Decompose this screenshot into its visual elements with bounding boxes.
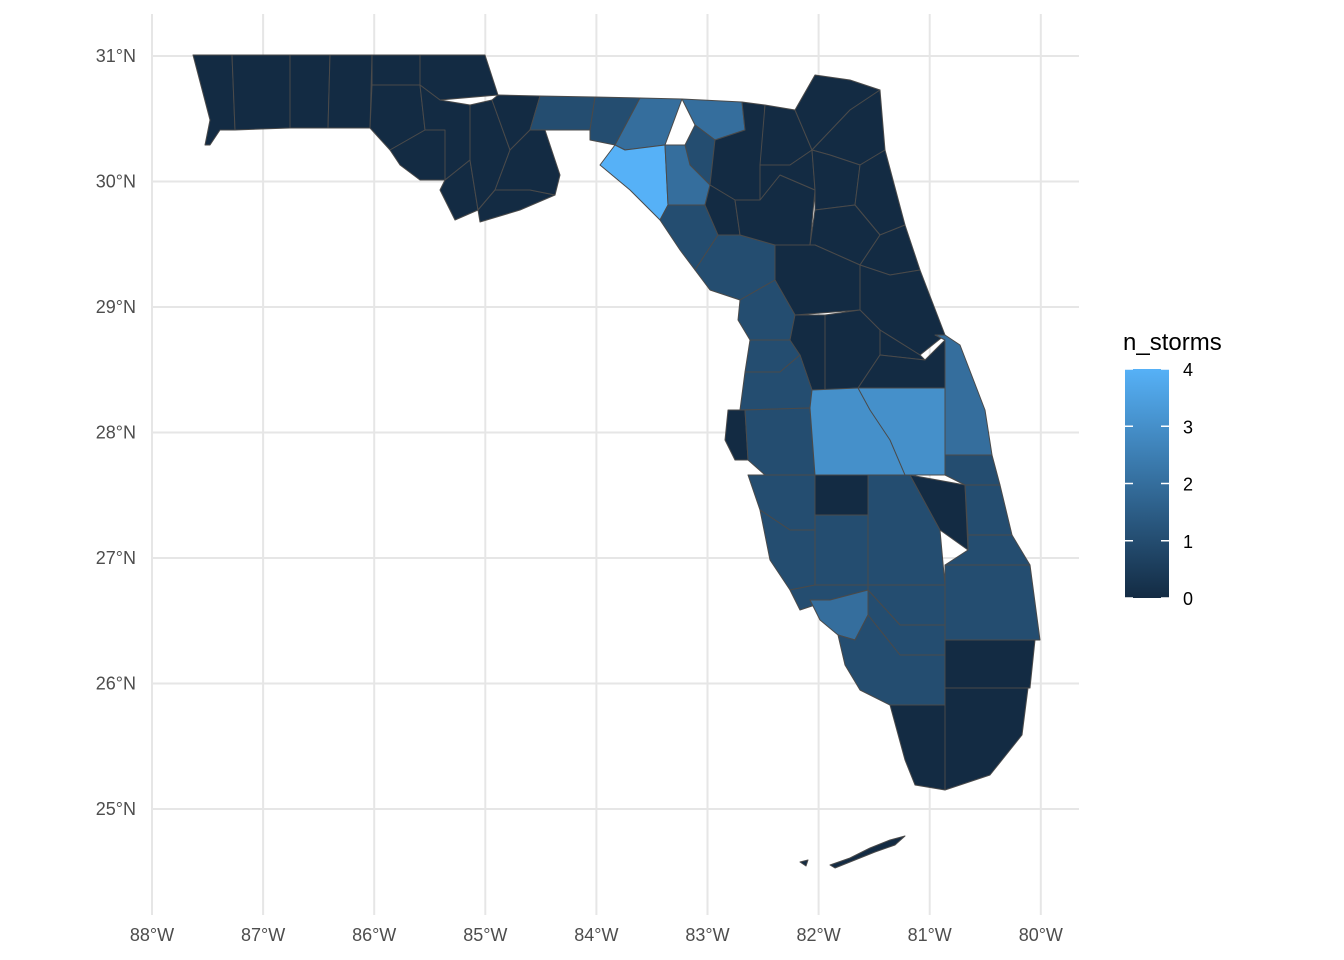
legend-tick-label: 2 [1183, 475, 1193, 495]
county-jackson [419, 54, 499, 101]
x-tick-label: 88°W [130, 925, 174, 945]
county-broward [944, 639, 1036, 689]
y-tick-label: 29°N [96, 297, 136, 317]
legend-ticks: 4 3 2 1 0 [1125, 360, 1193, 609]
county-hardee [814, 474, 869, 516]
county-walton [327, 54, 373, 129]
x-tick-label: 82°W [796, 925, 840, 945]
legend-tick-label: 0 [1183, 589, 1193, 609]
x-tick-label: 87°W [241, 925, 285, 945]
x-tick-label: 85°W [463, 925, 507, 945]
county-st-lucie [964, 484, 1013, 536]
x-tick-label: 83°W [685, 925, 729, 945]
county-jefferson [589, 96, 641, 146]
y-tick-label: 27°N [96, 548, 136, 568]
county-desoto [814, 514, 869, 586]
legend-tick-label: 1 [1183, 532, 1193, 552]
x-tick-label: 86°W [352, 925, 396, 945]
county-indian-river [944, 454, 1001, 486]
county-palm-beach [944, 564, 1041, 641]
x-tick-label: 80°W [1019, 925, 1063, 945]
county-pinellas [724, 409, 749, 461]
y-tick-label: 30°N [96, 172, 136, 192]
y-axis-tick-labels: 31°N 30°N 29°N 28°N 27°N 26°N 25°N [96, 46, 136, 819]
county-gulf [439, 159, 479, 221]
county-escambia [192, 54, 236, 146]
y-tick-label: 28°N [96, 423, 136, 443]
county-miami-dade [944, 687, 1029, 791]
county-santa-rosa [231, 54, 291, 131]
county-manatee [747, 474, 816, 531]
legend-tick-label: 3 [1183, 417, 1193, 437]
county-okaloosa [289, 54, 331, 129]
x-axis-tick-labels: 88°W 87°W 86°W 85°W 84°W 83°W 82°W 81°W 80°W [130, 925, 1063, 945]
legend-tick-label: 4 [1183, 360, 1193, 380]
county-holmes [371, 54, 421, 86]
county-hillsborough [744, 407, 816, 476]
x-tick-label: 81°W [908, 925, 952, 945]
county-monroe-mainland [889, 704, 946, 791]
legend: n_storms 4 3 2 1 0 [1123, 329, 1222, 609]
legend-title: n_storms [1123, 329, 1222, 356]
county-leon [529, 95, 596, 131]
y-tick-label: 26°N [96, 674, 136, 694]
y-tick-label: 25°N [96, 799, 136, 819]
x-tick-label: 84°W [574, 925, 618, 945]
y-tick-label: 31°N [96, 46, 136, 66]
florida-county-map [192, 54, 1041, 869]
florida-keys [799, 835, 906, 869]
